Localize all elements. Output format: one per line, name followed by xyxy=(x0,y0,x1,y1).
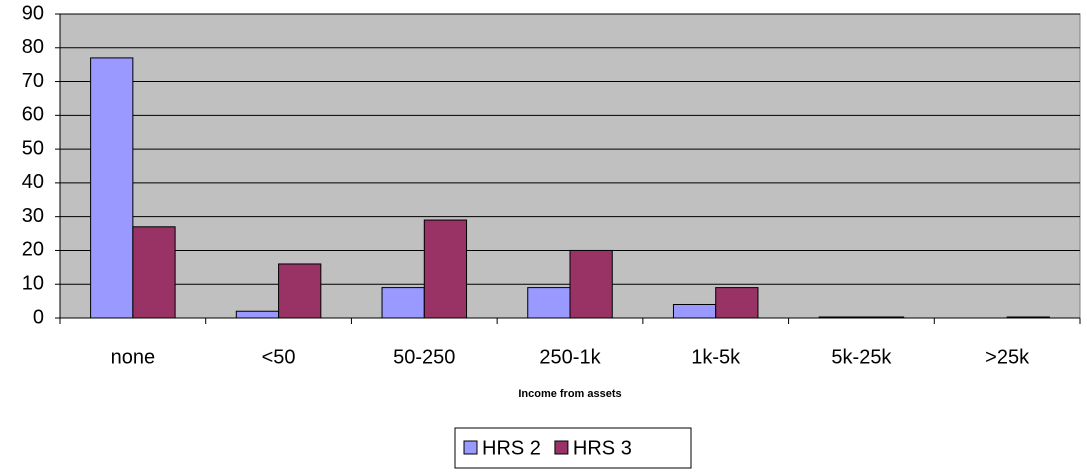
legend-box xyxy=(454,427,692,469)
x-tick-label: 50-250 xyxy=(393,346,455,368)
bar xyxy=(569,249,613,319)
x-tick-label: 1k-5k xyxy=(691,346,741,368)
bar xyxy=(818,316,862,319)
bar xyxy=(1006,316,1050,319)
y-tick-label: 20 xyxy=(22,239,44,261)
y-tick-label: 80 xyxy=(22,36,44,58)
y-tick-label: 40 xyxy=(22,171,44,193)
y-tick-label: 0 xyxy=(33,306,44,328)
x-axis-title: Income from assets xyxy=(518,388,621,400)
y-tick-label: 50 xyxy=(22,137,44,159)
y-tick-label: 90 xyxy=(22,2,44,24)
bar xyxy=(278,263,322,319)
y-tick-label: 30 xyxy=(22,205,44,227)
x-tick-label: none xyxy=(111,346,156,368)
bar xyxy=(423,219,468,319)
y-tick-label: 60 xyxy=(22,104,44,126)
x-tick-label: <50 xyxy=(262,346,296,368)
legend-label: HRS 2 xyxy=(482,437,541,459)
bar xyxy=(715,287,759,319)
legend-swatch xyxy=(463,440,478,455)
y-tick-label: 10 xyxy=(22,273,44,295)
bar xyxy=(381,287,425,319)
x-tick-label: 5k-25k xyxy=(831,346,892,368)
legend-swatch xyxy=(554,440,569,455)
bar xyxy=(132,226,176,319)
y-tick-label: 70 xyxy=(22,70,44,92)
legend-label: HRS 3 xyxy=(573,437,632,459)
bar xyxy=(860,316,905,319)
x-tick-label: 250-1k xyxy=(539,346,601,368)
bar xyxy=(672,303,717,319)
x-tick-label: >25k xyxy=(985,346,1030,368)
bar xyxy=(235,310,280,319)
bar xyxy=(90,57,134,319)
bar xyxy=(527,287,571,319)
